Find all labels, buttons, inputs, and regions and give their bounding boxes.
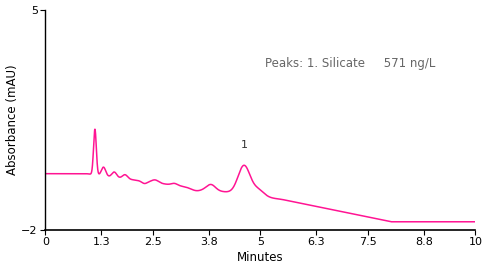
Y-axis label: Absorbance (mAU): Absorbance (mAU) xyxy=(5,64,19,175)
Text: 1: 1 xyxy=(241,140,247,150)
X-axis label: Minutes: Minutes xyxy=(237,251,284,264)
Text: Peaks: 1. Silicate     571 ng/L: Peaks: 1. Silicate 571 ng/L xyxy=(265,57,435,70)
